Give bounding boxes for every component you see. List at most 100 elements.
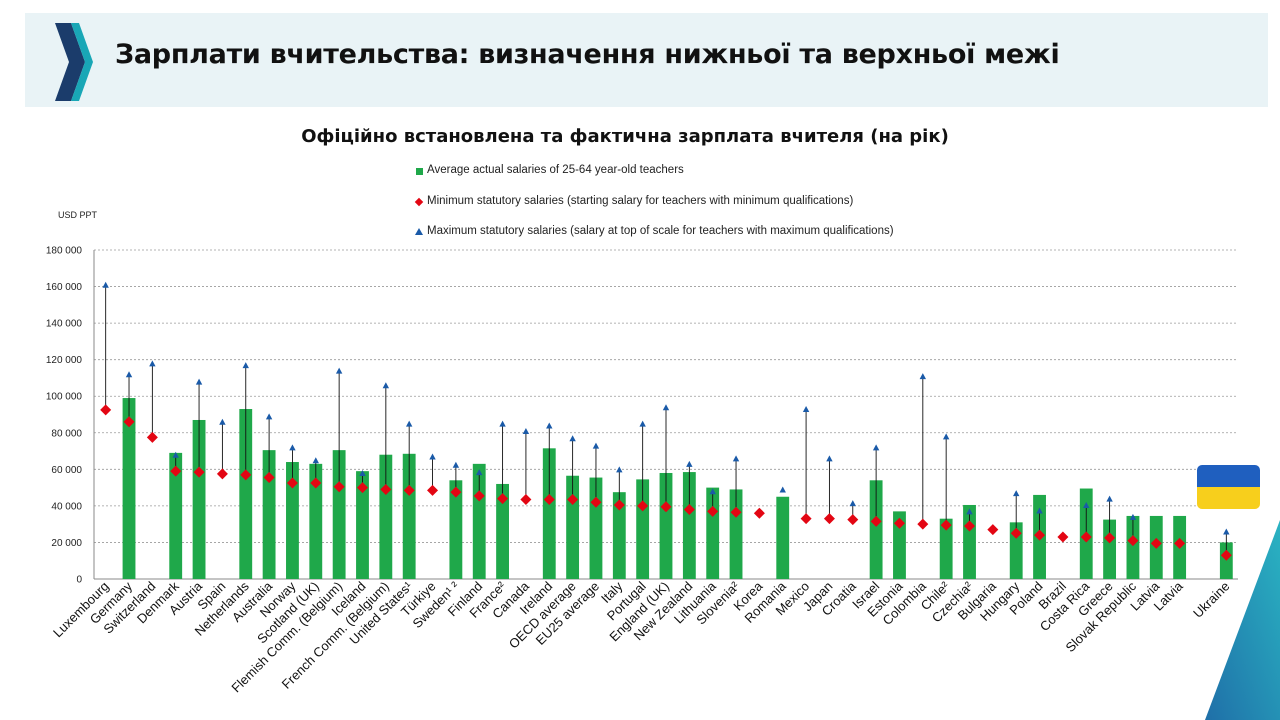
corner-decoration	[1205, 520, 1280, 720]
min-marker	[216, 468, 228, 480]
max-marker	[102, 281, 109, 288]
min-marker	[380, 483, 392, 495]
max-marker	[172, 451, 179, 458]
bar	[659, 472, 673, 579]
max-marker	[382, 382, 390, 389]
min-marker	[823, 513, 835, 525]
max-marker	[265, 413, 273, 420]
y-tick-label: 100 000	[46, 392, 83, 403]
min-marker	[917, 518, 929, 530]
max-marker	[1129, 513, 1137, 520]
min-marker	[100, 404, 112, 416]
max-marker	[1083, 501, 1090, 508]
max-marker	[546, 422, 553, 429]
min-marker	[1010, 527, 1022, 539]
max-marker	[429, 453, 436, 460]
bar	[192, 419, 206, 579]
max-marker	[709, 488, 716, 495]
max-marker	[592, 442, 600, 449]
max-marker	[849, 500, 856, 507]
max-marker	[616, 466, 623, 473]
y-tick-label: 0	[76, 575, 82, 586]
max-marker	[966, 508, 973, 515]
max-marker	[335, 367, 343, 374]
bar	[449, 480, 463, 579]
max-marker	[826, 455, 833, 462]
min-marker	[1057, 531, 1069, 543]
min-marker	[893, 517, 905, 529]
legend-label-actual: Average actual salaries of 25-64 year-ol…	[427, 164, 684, 176]
min-marker	[590, 496, 602, 508]
flag-blue-stripe	[1197, 465, 1260, 487]
y-axis-unit: USD PPT	[58, 210, 98, 220]
min-marker	[1034, 529, 1046, 541]
bar	[472, 463, 486, 579]
page-title: Зарплати вчительства: визначення нижньої…	[115, 39, 1060, 70]
min-marker	[707, 505, 719, 517]
min-marker	[870, 515, 882, 527]
min-marker	[146, 431, 158, 443]
ukraine-flag-icon	[1197, 465, 1260, 509]
min-marker	[450, 486, 462, 498]
min-marker	[356, 482, 368, 494]
max-marker	[476, 469, 483, 476]
bar	[869, 480, 883, 579]
y-tick-label: 180 000	[46, 246, 83, 257]
max-marker	[872, 444, 880, 451]
min-marker	[333, 481, 345, 493]
bar	[776, 496, 790, 579]
min-marker	[964, 520, 976, 532]
legend-label-maximum: Maximum statutory salaries (salary at to…	[427, 225, 894, 237]
min-marker	[613, 499, 625, 511]
bar-swatch-icon	[416, 168, 423, 175]
y-tick-label: 140 000	[46, 319, 83, 330]
min-marker	[940, 519, 952, 531]
max-marker	[125, 371, 133, 378]
max-marker	[569, 435, 576, 442]
bar	[939, 518, 953, 579]
min-marker	[1220, 549, 1232, 561]
triangle-marker-icon	[415, 228, 423, 235]
header-band: Зарплати вчительства: визначення нижньої…	[25, 13, 1268, 107]
max-marker	[1013, 490, 1020, 497]
bar	[286, 462, 299, 579]
y-tick-label: 120 000	[46, 355, 83, 366]
legend-label-minimum: Minimum statutory salaries (starting sal…	[427, 195, 854, 207]
bar	[262, 450, 276, 579]
bar	[122, 398, 136, 579]
min-marker	[170, 465, 182, 477]
max-marker	[1036, 507, 1043, 514]
bar	[1103, 519, 1117, 579]
min-marker	[800, 513, 812, 525]
max-marker	[312, 457, 319, 464]
min-marker	[1104, 532, 1116, 544]
oecd-chevron-logo-icon	[55, 23, 93, 101]
min-marker	[123, 416, 135, 428]
max-marker	[779, 486, 786, 493]
bar	[1009, 522, 1023, 579]
bar	[612, 492, 626, 579]
y-tick-label: 20 000	[51, 538, 82, 549]
min-marker	[1174, 537, 1186, 549]
min-marker	[310, 477, 322, 489]
min-marker	[543, 493, 555, 505]
bar	[402, 453, 416, 579]
flag-yellow-stripe	[1197, 487, 1260, 509]
max-marker	[195, 378, 203, 385]
bar	[239, 409, 253, 579]
chart-title: Офіційно встановлена та фактична зарплат…	[301, 126, 949, 147]
min-marker	[240, 469, 252, 481]
max-marker	[219, 418, 226, 425]
min-marker	[753, 507, 765, 519]
max-marker	[405, 420, 413, 427]
y-tick-label: 40 000	[51, 501, 82, 512]
max-marker	[662, 404, 670, 411]
max-marker	[802, 406, 810, 413]
max-marker	[289, 444, 296, 451]
bar	[309, 463, 323, 579]
min-marker	[567, 493, 579, 505]
bar	[1126, 515, 1140, 579]
y-tick-label: 60 000	[51, 465, 82, 476]
min-marker	[263, 472, 275, 484]
